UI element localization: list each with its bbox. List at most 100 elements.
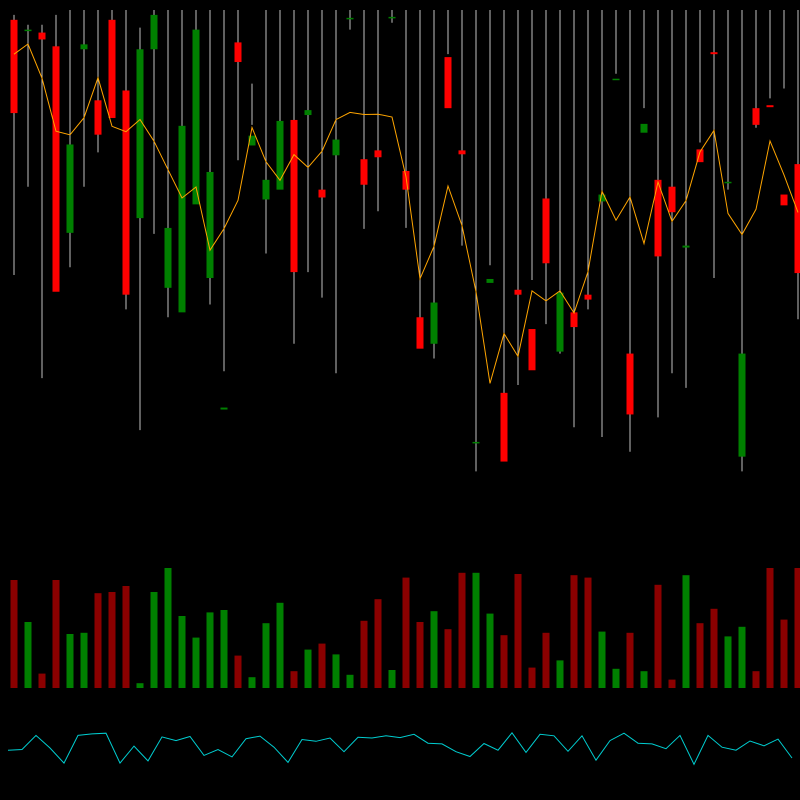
volume-bar (696, 623, 704, 688)
candle-body-down (10, 19, 18, 114)
candle-body-up (430, 302, 438, 344)
candle-body-up (598, 194, 606, 202)
candle (122, 10, 130, 310)
volume-bar (724, 636, 732, 688)
candle (486, 10, 494, 283)
candle-body-down (360, 159, 368, 185)
volume-bar (346, 674, 354, 688)
candle-body-up (248, 135, 256, 146)
candle-body-down (668, 186, 676, 213)
candle (304, 10, 312, 273)
volume-bar (514, 574, 522, 688)
volume-bar (738, 626, 746, 688)
candle (500, 10, 508, 462)
volume-bar (136, 683, 144, 688)
volume-bar (276, 602, 284, 688)
candle-body-up (80, 44, 88, 50)
candle (626, 10, 634, 452)
volume-panel (10, 568, 800, 688)
volume-bar (374, 599, 382, 688)
candle-body-up (164, 227, 172, 288)
candle-body-down (416, 317, 424, 349)
volume-bar (206, 612, 214, 688)
candle (164, 10, 172, 318)
candle (668, 10, 676, 374)
volume-bar (66, 634, 74, 688)
candle-body-down (52, 46, 60, 292)
volume-bar (794, 568, 800, 688)
candle (598, 10, 606, 438)
candle-body-up (262, 179, 270, 200)
volume-bar (682, 575, 690, 688)
candle-body-up (24, 29, 32, 32)
oscillator-line (7, 731, 793, 766)
candle (514, 10, 522, 385)
candle (388, 10, 396, 23)
candle-body-up (206, 171, 214, 278)
volume-bar (584, 577, 592, 688)
candle-body-down (570, 312, 578, 328)
candle (318, 10, 326, 298)
volume-bar (402, 577, 410, 688)
volume-bar (430, 611, 438, 688)
candle (290, 10, 298, 344)
candle-body-down (514, 289, 522, 295)
candle (52, 14, 60, 292)
candle (472, 10, 480, 472)
candle-body-down (752, 108, 760, 125)
candle-body-down (710, 52, 718, 55)
candle (80, 10, 88, 187)
candle (192, 10, 200, 205)
candle-body-down (780, 194, 788, 206)
candle-body-down (528, 329, 536, 371)
volume-bar (486, 613, 494, 688)
candle (696, 10, 704, 163)
candle (794, 10, 800, 320)
volume-bar (248, 677, 256, 688)
candle-body-down (654, 179, 662, 257)
candle-body-up (724, 181, 732, 184)
volume-bar (80, 632, 88, 688)
candle-body-up (682, 245, 690, 248)
candle-body-up (612, 78, 620, 81)
volume-bar (360, 620, 368, 688)
candle (262, 10, 270, 254)
volume-bar (668, 679, 676, 688)
volume-bar (220, 610, 228, 688)
candle-body-down (584, 294, 592, 300)
volume-bar (472, 572, 480, 688)
volume-bar (262, 623, 270, 688)
candle-body-down (542, 198, 550, 264)
volume-bar (150, 592, 158, 688)
volume-bar (556, 660, 564, 688)
volume-bar (108, 592, 116, 688)
volume-bar (24, 622, 32, 688)
candle (206, 10, 214, 305)
volume-bar (444, 629, 452, 688)
candle (542, 10, 550, 325)
candle (360, 10, 368, 229)
candle-body-down (38, 32, 46, 40)
candle-body-up (738, 353, 746, 457)
candle (136, 27, 144, 431)
volume-bar (122, 586, 130, 688)
candle-body-down (374, 150, 382, 158)
candle (640, 10, 648, 133)
candle-body-down (290, 119, 298, 273)
volume-bar (52, 580, 60, 688)
moving-average-line (13, 43, 799, 384)
volume-bar (626, 632, 634, 688)
candle (178, 10, 186, 313)
volume-bar (640, 671, 648, 688)
candle (444, 10, 452, 109)
candle-body-up (192, 29, 200, 205)
volume-bar (388, 670, 396, 688)
oscillator-panel (7, 731, 793, 766)
candle-body-up (346, 17, 354, 20)
candle-body-down (122, 90, 130, 295)
volume-bar (318, 643, 326, 688)
candle-body-down (626, 353, 634, 415)
candle-body-up (276, 120, 284, 190)
candle (570, 10, 578, 428)
candle-body-down (500, 392, 508, 462)
